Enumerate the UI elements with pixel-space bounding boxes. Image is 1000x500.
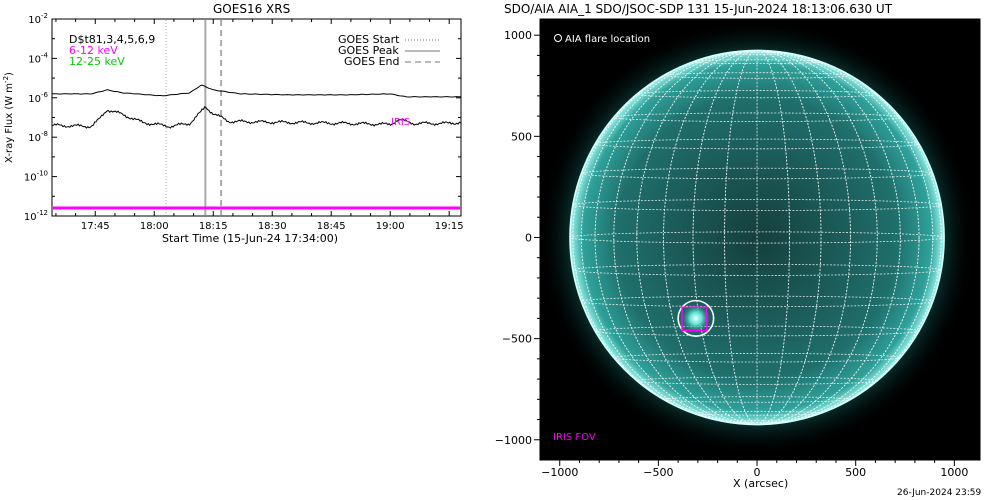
longitude-line [569, 50, 945, 425]
goes-end-legend: GOES End [344, 55, 400, 68]
flare-brightening [680, 303, 711, 334]
goes-peak-legend: GOES Peak [338, 44, 399, 57]
aia-y-tick-label: 0 [525, 231, 532, 244]
aia-flare-legend-text: AIA flare location [565, 34, 651, 45]
aia-y-tick-label: 500 [511, 130, 532, 143]
solar-disk [569, 50, 945, 425]
y-tick-label: 10-2 [28, 12, 48, 26]
x-tick-label: 18:15 [199, 221, 228, 232]
x-tick-label: 18:45 [317, 221, 346, 232]
aia-title: SDO/AIA AIA_1 SDO/JSOC-SDP 131 15-Jun-20… [504, 2, 893, 16]
latitude-line [724, 420, 790, 424]
longitude-line [692, 50, 822, 425]
longitude-line [636, 50, 878, 425]
solar-limb [569, 49, 945, 426]
aia-x-tick-label: −1000 [541, 466, 578, 479]
aia-y-tick-label: 1000 [504, 29, 532, 42]
latitude-line [663, 72, 851, 79]
x-tick-label: 19:15 [435, 221, 464, 232]
aia-image-background [540, 19, 980, 460]
iris-fov-label: IRIS FOV [553, 432, 596, 443]
heliographic-grid [569, 50, 945, 425]
goes-legend-item: 6-12 keV [69, 44, 118, 57]
y-tick-label: 10-8 [28, 130, 48, 144]
latitude-line [580, 167, 934, 180]
flare-circle-icon [554, 34, 562, 42]
latitude-line [594, 138, 920, 150]
longitude-line [569, 50, 945, 425]
latitude-line [569, 231, 945, 244]
latitude-line [572, 199, 942, 211]
longitude-line [572, 50, 942, 425]
iris-label: IRIS [391, 117, 411, 128]
latitude-line [572, 264, 942, 276]
goes-legend-item: 12-25 keV [69, 55, 125, 68]
aia-plot-frame [539, 18, 981, 461]
goes-title: GOES16 XRS [213, 2, 291, 16]
longitude-line [663, 50, 851, 425]
latitude-line [613, 112, 901, 122]
flare-location-circle [677, 299, 715, 337]
latitude-line [594, 325, 920, 337]
goes-xray-chart: 10-12 10-10 10-8 10-6 10-4 10-2 17:45 18:00 18:1… [2, 12, 464, 232]
latitude-line [636, 90, 878, 99]
longitude-line [613, 50, 901, 425]
longitude-line [594, 50, 920, 425]
longitude-line [572, 50, 942, 425]
y-tick-label: 10-4 [28, 51, 48, 65]
longitude-line [580, 50, 934, 425]
goes-start-legend: GOES Start [338, 33, 400, 46]
x-tick-label: 17:45 [81, 221, 110, 232]
latitude-line [692, 59, 822, 65]
latitude-line [636, 376, 878, 385]
x-tick-label: 19:00 [376, 221, 405, 232]
latitude-line [692, 410, 822, 416]
goes-xlabel: Start Time (15-Jun-24 17:34:00) [162, 232, 338, 245]
aia-x-tick-label: 500 [845, 466, 866, 479]
y-tick-label: 10-12 [24, 209, 48, 223]
solar-corona [538, 18, 976, 457]
latitude-line [613, 353, 901, 363]
footer-timestamp: 26-Jun-2024 23:59 [897, 488, 982, 498]
aia-y-tick-label: −500 [502, 333, 532, 346]
latitude-line [580, 295, 934, 308]
longitude-line [724, 50, 790, 425]
longitude-line [613, 50, 901, 425]
aia-x-tick-label: 1000 [940, 466, 968, 479]
longitude-line [692, 50, 822, 425]
longitude-line [580, 50, 934, 425]
aia-xlabel: X (arcsec) [733, 477, 789, 490]
longitude-line [636, 50, 878, 425]
y-tick-label: 10-10 [24, 170, 48, 184]
goes-legend-item: D$t81,3,4,5,6,9 [69, 33, 156, 46]
longitude-line [663, 50, 851, 425]
aia-x-tick-label: −500 [643, 466, 673, 479]
latitude-line [663, 396, 851, 403]
latitude-line [724, 51, 790, 55]
aia-y-tick-label: −1000 [495, 434, 532, 447]
x-tick-label: 18:00 [140, 221, 169, 232]
goes-ylabel: X-ray Flux (W m-2) [2, 72, 15, 163]
longitude-line [594, 50, 920, 425]
goes-series-line [51, 84, 461, 98]
goes-series-line [51, 105, 461, 129]
longitude-line [724, 50, 790, 425]
x-tick-label: 18:30 [258, 221, 287, 232]
y-tick-label: 10-6 [28, 91, 48, 105]
aia-flare-legend: AIA flare location [554, 34, 650, 46]
iris-fov-box [681, 306, 708, 332]
